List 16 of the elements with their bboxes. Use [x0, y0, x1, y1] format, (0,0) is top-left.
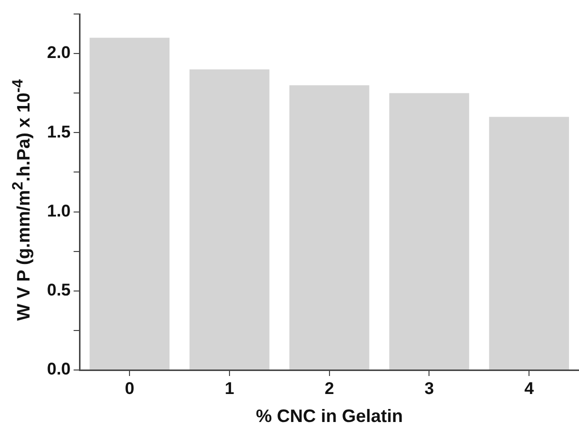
bar	[90, 38, 170, 370]
x-tick-label: 2	[324, 378, 334, 398]
y-tick-label: 2.0	[46, 43, 71, 62]
bar	[189, 69, 270, 370]
bar	[489, 116, 570, 370]
bar	[389, 93, 470, 370]
x-tick-label: 1	[224, 378, 234, 398]
x-tick-label: 0	[124, 378, 134, 398]
x-tick-label: 4	[524, 378, 534, 398]
x-axis-title: % CNC in Gelatin	[256, 406, 403, 426]
bar	[289, 85, 370, 370]
y-tick-label: 1.0	[46, 201, 71, 220]
x-tick-label: 3	[424, 378, 434, 398]
y-tick-label: 0.0	[46, 360, 71, 379]
y-tick-label: 0.5	[46, 280, 71, 300]
y-tick-label: 1.5	[46, 122, 71, 142]
